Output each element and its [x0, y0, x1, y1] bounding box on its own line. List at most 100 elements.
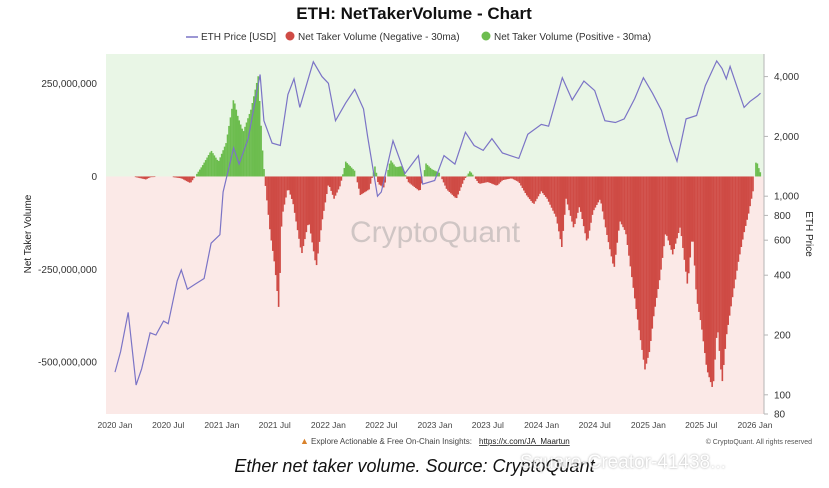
net-taker-volume-bar [741, 176, 744, 240]
net-taker-volume-bar [331, 176, 334, 195]
net-taker-volume-bar [721, 176, 724, 382]
net-taker-volume-bar [219, 157, 222, 177]
left-tick-label: 250,000,000 [41, 79, 97, 90]
net-taker-volume-bar [683, 176, 686, 260]
net-taker-volume-bar [562, 176, 565, 231]
net-taker-volume-bar [327, 176, 330, 186]
chart-title: ETH: NetTakerVolume - Chart [296, 4, 532, 23]
net-taker-volume-bar [569, 176, 572, 216]
net-taker-volume-bar [466, 175, 468, 177]
right-tick-label: 200 [774, 331, 791, 342]
net-taker-volume-bar [493, 176, 496, 185]
net-taker-volume-bar [579, 176, 582, 212]
net-taker-volume-bar [677, 176, 680, 233]
net-taker-volume-bar [245, 122, 248, 177]
right-axis-label: ETH Price [803, 211, 814, 257]
net-taker-volume-bar [628, 176, 630, 256]
net-taker-volume-bar [565, 176, 567, 199]
net-taker-volume-bar [509, 176, 512, 179]
net-taker-volume-bar [467, 173, 470, 177]
net-taker-volume-bar [190, 176, 192, 183]
net-taker-volume-bar [620, 176, 623, 225]
positive-region [106, 54, 764, 177]
net-taker-volume-bar [149, 176, 151, 178]
net-taker-volume-bar [591, 176, 594, 215]
footer-link[interactable]: https://x.com/JA_Maartun [479, 437, 570, 446]
x-tick-label: 2020 Jan [98, 420, 133, 430]
net-taker-volume-bar [260, 125, 262, 177]
net-taker-volume-bar [235, 109, 238, 177]
net-taker-volume-bar [290, 176, 293, 199]
net-taker-volume-bar [247, 118, 249, 177]
net-taker-volume-bar [747, 176, 750, 214]
legend-eth-price[interactable]: ETH Price [USD] [201, 32, 276, 43]
net-taker-volume-bar [572, 176, 575, 228]
net-taker-volume-bar [255, 82, 258, 177]
net-taker-volume-bar [506, 176, 509, 180]
net-taker-volume-bar [279, 176, 281, 273]
net-taker-volume-bar [172, 176, 175, 178]
net-taker-volume-bar [250, 109, 252, 177]
left-axis-ticks: 250,000,000 0 -250,000,000 -500,000,000 [38, 79, 97, 368]
net-taker-volume-bar [597, 176, 600, 203]
net-taker-volume-bar [648, 176, 651, 353]
net-taker-volume-bar [734, 176, 737, 280]
net-taker-volume-bar [358, 176, 360, 189]
x-tick-label: 2021 Jul [259, 420, 291, 430]
net-taker-volume-bar [314, 176, 316, 261]
net-taker-volume-bar [264, 176, 267, 186]
net-taker-volume-bar [633, 176, 636, 299]
net-taker-volume-bar [593, 176, 595, 211]
net-taker-volume-bar [409, 176, 411, 184]
net-taker-volume-bar [528, 176, 531, 200]
net-taker-volume-bar [209, 152, 211, 177]
net-taker-volume-bar [527, 176, 530, 198]
net-taker-volume-bar [663, 176, 665, 247]
net-taker-volume-bar [749, 176, 751, 207]
net-taker-volume-bar [206, 157, 208, 177]
net-taker-volume-bar [731, 176, 734, 298]
net-taker-volume-bar [320, 176, 322, 231]
net-taker-volume-bar [679, 176, 681, 228]
net-taker-volume-bar [692, 176, 694, 242]
net-taker-volume-bar [352, 169, 354, 177]
net-taker-volume-bar [150, 176, 153, 178]
net-taker-volume-bar [283, 176, 286, 205]
net-taker-volume-bar [207, 155, 210, 177]
net-taker-volume-bar [368, 176, 370, 190]
legend-positive[interactable]: Net Taker Volume (Positive - 30ma) [494, 32, 651, 43]
legend-negative[interactable]: Net Taker Volume (Negative - 30ma) [298, 32, 460, 43]
net-taker-volume-bar [296, 176, 299, 231]
net-taker-volume-bars [134, 76, 762, 387]
net-taker-volume-bar [139, 176, 141, 179]
net-taker-volume-bar [505, 176, 508, 180]
net-taker-volume-bar [223, 146, 226, 177]
net-taker-volume-bar [417, 176, 420, 191]
right-tick-label: 2,000 [774, 132, 799, 143]
x-tick-label: 2022 Jul [365, 420, 397, 430]
net-taker-volume-bar [146, 176, 149, 179]
left-tick-label: 0 [91, 172, 97, 183]
net-taker-volume-bar [434, 170, 436, 177]
net-taker-volume-bar [658, 176, 661, 281]
x-tick-label: 2024 Jul [579, 420, 611, 430]
net-taker-volume-bar [445, 176, 448, 189]
net-taker-volume-bar [175, 176, 178, 178]
net-taker-volume-bar [362, 176, 365, 194]
right-axis-ticks: 4,000 2,000 1,000 800 600 400 200 100 80 [764, 72, 799, 421]
net-taker-volume-bar [419, 176, 422, 190]
net-taker-volume-bar [350, 167, 353, 177]
net-taker-volume-bar [502, 176, 505, 180]
net-taker-volume-bar [464, 176, 467, 178]
bulb-icon: ▲ [300, 436, 309, 446]
net-taker-volume-bar [669, 176, 671, 246]
net-taker-volume-bar [616, 176, 619, 243]
net-taker-volume-bar [136, 176, 138, 178]
net-taker-volume-bar [200, 167, 203, 177]
net-taker-volume-bar [454, 176, 457, 198]
net-taker-volume-bar [550, 176, 553, 208]
net-taker-volume-bar [740, 176, 743, 247]
net-taker-volume-bar [371, 176, 373, 178]
net-taker-volume-bar [267, 176, 270, 215]
net-taker-volume-bar [581, 176, 584, 220]
